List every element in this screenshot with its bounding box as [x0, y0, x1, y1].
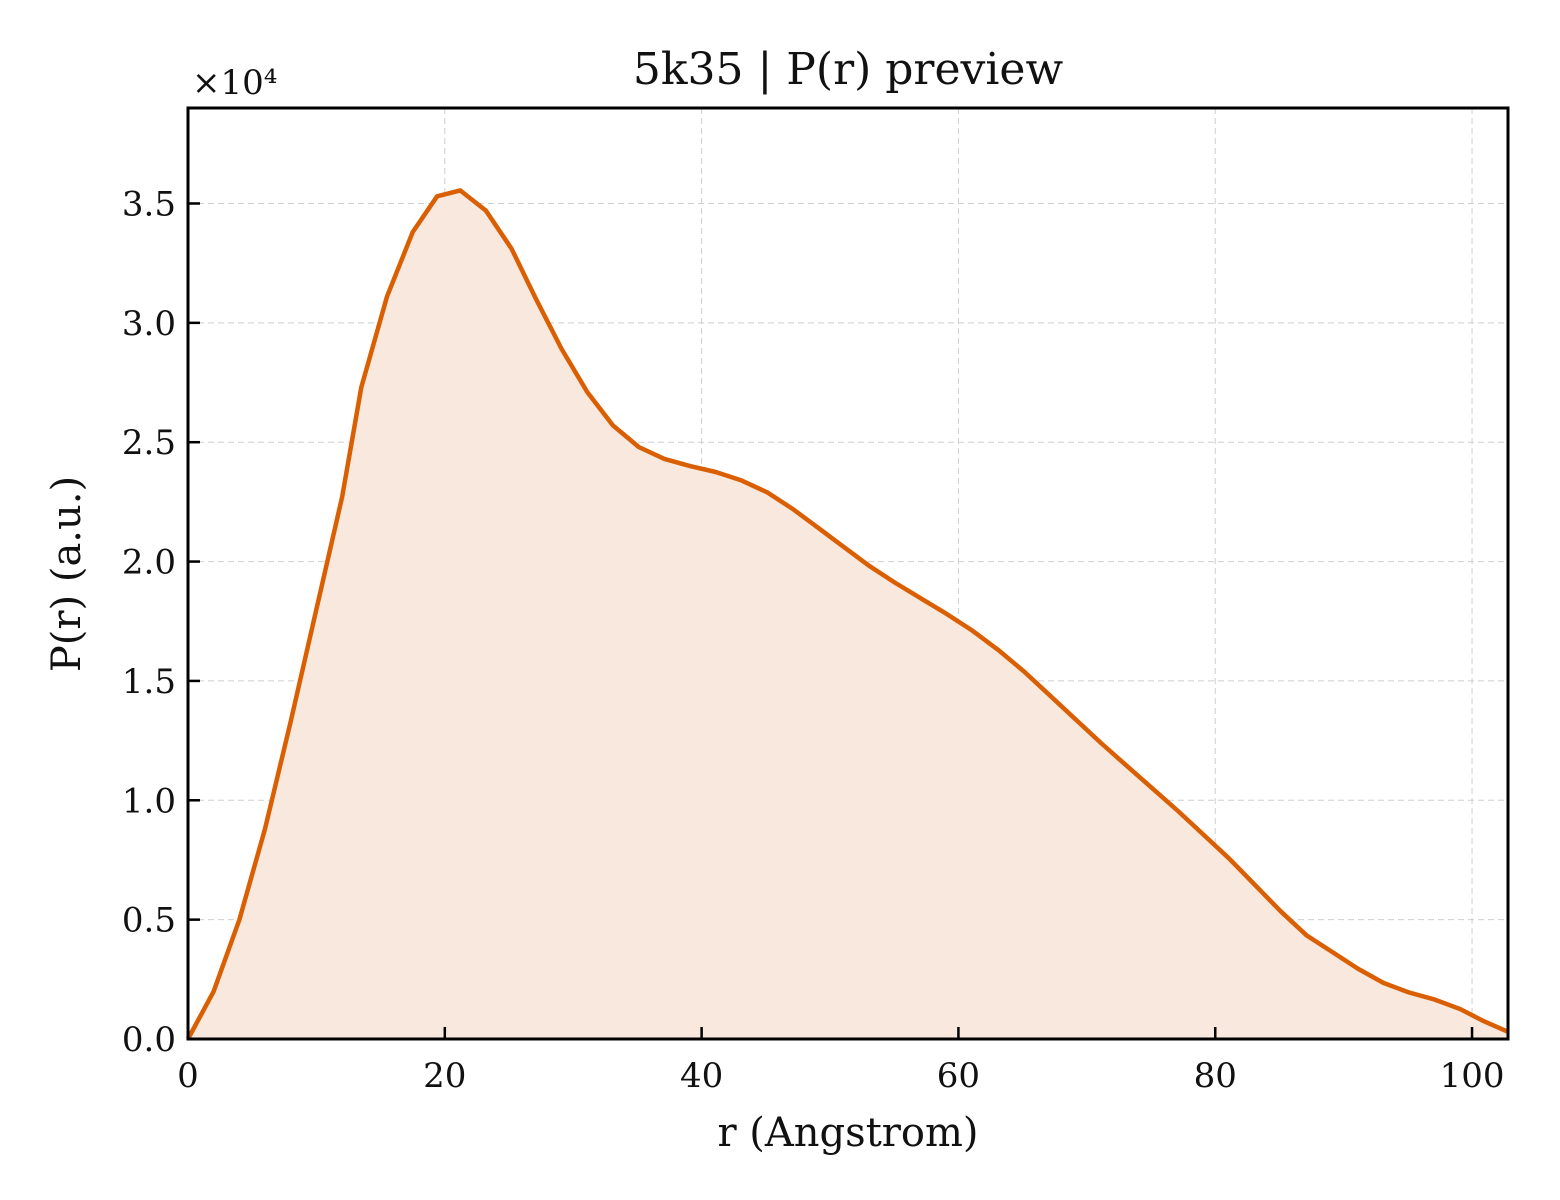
plot-frame [186, 106, 1510, 1041]
x-tick-label: 80 [1194, 1056, 1237, 1096]
y-tick-label: 1.5 [122, 662, 176, 702]
chart-title: 5k35 | P(r) preview [633, 44, 1064, 95]
y-tick-label: 0.5 [122, 901, 176, 941]
x-tick-label: 60 [937, 1056, 980, 1096]
y-offset-label: ×10⁴ [192, 63, 277, 103]
x-axis-label: r (Angstrom) [717, 1110, 978, 1156]
area-fill [188, 190, 1508, 1039]
y-tick-label: 2.5 [122, 423, 176, 463]
series-line [186, 188, 1509, 1041]
x-tick-label: 40 [680, 1056, 723, 1096]
y-tick-label: 2.0 [122, 543, 176, 583]
x-tick-label: 0 [177, 1056, 199, 1096]
x-tick-label: 100 [1440, 1056, 1505, 1096]
y-tick-label: 1.0 [122, 781, 176, 821]
y-tick-label: 3.5 [122, 184, 176, 224]
y-tick-label: 3.0 [122, 304, 176, 344]
ticks [186, 202, 1474, 1041]
y-tick-label: 0.0 [122, 1020, 176, 1060]
y-axis-label: P(r) (a.u.) [44, 476, 90, 672]
tick-labels: 0 20 40 60 80 100 0.0 0.5 1.0 1.5 2.0 2.5 3.0 3.5 [122, 184, 1505, 1096]
x-tick-label: 20 [423, 1056, 466, 1096]
